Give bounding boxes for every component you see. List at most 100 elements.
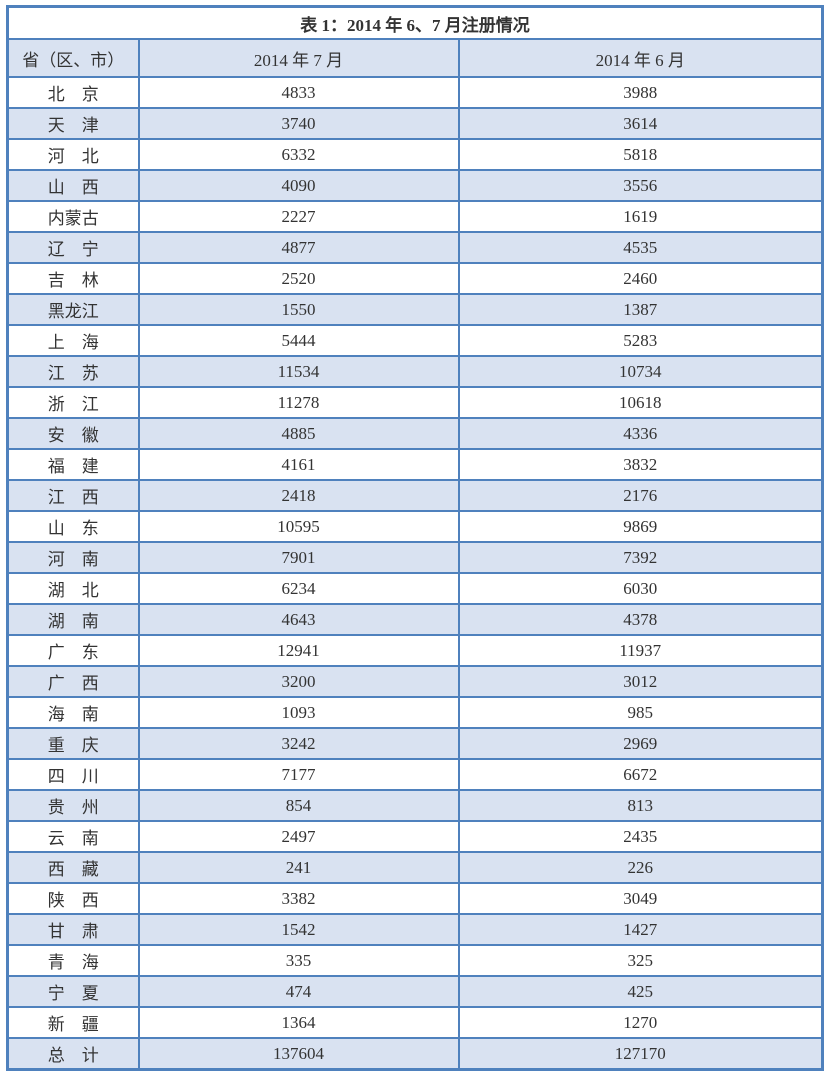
- province-cell: 甘 肃: [6, 913, 140, 946]
- june-value-cell: 2460: [457, 262, 824, 295]
- july-value-cell: 12941: [137, 634, 460, 667]
- table-row: 云 南 2497 2435: [6, 820, 824, 853]
- july-value-cell: 3382: [137, 882, 460, 915]
- july-value-cell: 10595: [137, 510, 460, 543]
- province-cell: 福 建: [6, 448, 140, 481]
- province-cell: 黑龙江: [6, 293, 140, 326]
- table-row: 上 海 5444 5283: [6, 324, 824, 357]
- table-row: 宁 夏 474 425: [6, 975, 824, 1008]
- province-cell: 西 藏: [6, 851, 140, 884]
- july-value-cell: 7177: [137, 758, 460, 791]
- province-cell: 广 东: [6, 634, 140, 667]
- province-cell: 云 南: [6, 820, 140, 853]
- province-cell: 吉 林: [6, 262, 140, 295]
- province-cell: 陕 西: [6, 882, 140, 915]
- june-value-cell: 6030: [457, 572, 824, 605]
- table-row: 山 东 10595 9869: [6, 510, 824, 543]
- june-value-cell: 3012: [457, 665, 824, 698]
- july-value-cell: 474: [137, 975, 460, 1008]
- table-body: 北 京 4833 3988 天 津 3740 3614 河 北 6332 5818 山 西 4090…: [6, 76, 824, 1071]
- july-value-cell: 3740: [137, 107, 460, 140]
- province-cell: 河 北: [6, 138, 140, 171]
- table-row: 江 苏 11534 10734: [6, 355, 824, 388]
- table-row: 广 西 3200 3012: [6, 665, 824, 698]
- july-value-cell: 2227: [137, 200, 460, 233]
- table-row: 重 庆 3242 2969: [6, 727, 824, 760]
- table-row: 黑龙江 1550 1387: [6, 293, 824, 326]
- june-value-cell: 4378: [457, 603, 824, 636]
- june-value-cell: 1270: [457, 1006, 824, 1039]
- table-row: 贵 州 854 813: [6, 789, 824, 822]
- province-cell: 新 疆: [6, 1006, 140, 1039]
- june-value-cell: 3049: [457, 882, 824, 915]
- table-row: 安 徽 4885 4336: [6, 417, 824, 450]
- july-value-cell: 137604: [137, 1037, 460, 1071]
- july-value-cell: 5444: [137, 324, 460, 357]
- july-value-cell: 6234: [137, 572, 460, 605]
- province-cell: 青 海: [6, 944, 140, 977]
- june-value-cell: 325: [457, 944, 824, 977]
- province-cell: 安 徽: [6, 417, 140, 450]
- province-cell: 海 南: [6, 696, 140, 729]
- table-row: 湖 北 6234 6030: [6, 572, 824, 605]
- june-value-cell: 4336: [457, 417, 824, 450]
- july-value-cell: 4090: [137, 169, 460, 202]
- june-value-cell: 6672: [457, 758, 824, 791]
- june-value-cell: 127170: [457, 1037, 824, 1071]
- province-cell: 广 西: [6, 665, 140, 698]
- table-row: 山 西 4090 3556: [6, 169, 824, 202]
- province-cell: 浙 江: [6, 386, 140, 419]
- july-value-cell: 4833: [137, 76, 460, 109]
- june-value-cell: 3988: [457, 76, 824, 109]
- table-row: 西 藏 241 226: [6, 851, 824, 884]
- july-value-cell: 3242: [137, 727, 460, 760]
- table-row: 北 京 4833 3988: [6, 76, 824, 109]
- table-row: 陕 西 3382 3049: [6, 882, 824, 915]
- june-value-cell: 1427: [457, 913, 824, 946]
- july-value-cell: 854: [137, 789, 460, 822]
- june-value-cell: 4535: [457, 231, 824, 264]
- table-row: 天 津 3740 3614: [6, 107, 824, 140]
- june-value-cell: 9869: [457, 510, 824, 543]
- june-value-cell: 813: [457, 789, 824, 822]
- table-row: 海 南 1093 985: [6, 696, 824, 729]
- table-row: 新 疆 1364 1270: [6, 1006, 824, 1039]
- july-value-cell: 4643: [137, 603, 460, 636]
- table-title-row: 表 1：2014 年 6、7 月注册情况: [6, 5, 824, 40]
- province-cell: 山 东: [6, 510, 140, 543]
- province-cell: 重 庆: [6, 727, 140, 760]
- july-value-cell: 335: [137, 944, 460, 977]
- june-value-cell: 985: [457, 696, 824, 729]
- july-value-cell: 4877: [137, 231, 460, 264]
- table-row: 甘 肃 1542 1427: [6, 913, 824, 946]
- table-row: 浙 江 11278 10618: [6, 386, 824, 419]
- column-header-province: 省（区、市）: [6, 38, 140, 78]
- june-value-cell: 10618: [457, 386, 824, 419]
- june-value-cell: 7392: [457, 541, 824, 574]
- province-cell: 山 西: [6, 169, 140, 202]
- table-header-row: 省（区、市） 2014 年 7 月 2014 年 6 月: [6, 38, 824, 78]
- province-cell: 江 西: [6, 479, 140, 512]
- table-title: 表 1：2014 年 6、7 月注册情况: [6, 5, 824, 40]
- total-row: 总 计 137604 127170: [6, 1037, 824, 1071]
- june-value-cell: 10734: [457, 355, 824, 388]
- table-row: 河 北 6332 5818: [6, 138, 824, 171]
- june-value-cell: 5818: [457, 138, 824, 171]
- july-value-cell: 4885: [137, 417, 460, 450]
- june-value-cell: 425: [457, 975, 824, 1008]
- june-value-cell: 2435: [457, 820, 824, 853]
- province-cell: 河 南: [6, 541, 140, 574]
- province-cell: 四 川: [6, 758, 140, 791]
- july-value-cell: 7901: [137, 541, 460, 574]
- province-cell: 上 海: [6, 324, 140, 357]
- province-cell: 北 京: [6, 76, 140, 109]
- july-value-cell: 2497: [137, 820, 460, 853]
- june-value-cell: 1387: [457, 293, 824, 326]
- july-value-cell: 6332: [137, 138, 460, 171]
- table-row: 吉 林 2520 2460: [6, 262, 824, 295]
- july-value-cell: 2418: [137, 479, 460, 512]
- table-row: 广 东 12941 11937: [6, 634, 824, 667]
- province-cell: 江 苏: [6, 355, 140, 388]
- province-cell: 湖 南: [6, 603, 140, 636]
